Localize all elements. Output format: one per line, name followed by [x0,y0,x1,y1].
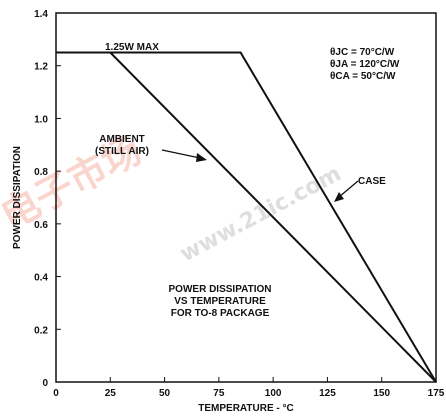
case-arrow-line [338,180,359,198]
x-axis-label: TEMPERATURE - °C [198,403,293,414]
caption-line2: VS TEMPERATURE [174,296,266,307]
max-label: 1.25W MAX [105,42,159,53]
case-arrow-head [334,192,344,202]
x-tick-label: 75 [213,388,225,399]
x-tick-label: 150 [373,388,390,399]
y-tick-label: 1.2 [34,62,48,73]
y-tick-label: 0.4 [34,273,48,284]
x-tick-label: 100 [265,388,282,399]
caption-line1: POWER DISSIPATION [169,284,272,295]
watermark-url: www.21ic.com [176,161,345,267]
plot-frame [55,12,437,383]
theta-ca: θCA = 50°C/W [330,71,396,82]
ambient-arrow-head [196,153,207,162]
ambient-label-line2: (STILL AIR) [95,146,149,157]
y-tick-label: 0 [42,378,48,389]
x-tick-label: 25 [105,388,117,399]
ambient-label-line1: AMBIENT [99,134,145,145]
y-tick-label: 0.8 [34,167,48,178]
series-line-case [56,51,437,383]
x-tick-label: 50 [159,388,171,399]
series-lines [56,51,437,383]
watermark: 电子市场 www.21ic.com [0,128,345,268]
axis-ticks: 0 25 50 75 100 125 150 175 0 0.2 0.4 0.6 0.8 1.0 1.2 1.… [34,9,445,399]
x-tick-label: 125 [319,388,336,399]
x-tick-label: 175 [428,388,445,399]
ambient-arrow-line [161,149,201,159]
y-tick-label: 0.6 [34,220,48,231]
y-tick-label: 1.0 [34,114,48,125]
theta-ja: θJA = 120°C/W [330,59,400,70]
theta-jc: θJC = 70°C/W [330,47,395,58]
caption-line3: FOR TO-8 PACKAGE [171,308,270,319]
x-tick-label: 0 [53,388,59,399]
case-label: CASE [358,176,386,187]
y-tick-label: 0.2 [34,325,48,336]
y-axis-label: POWER DISSIPATION [12,146,23,249]
y-tick-label: 1.4 [34,9,48,20]
